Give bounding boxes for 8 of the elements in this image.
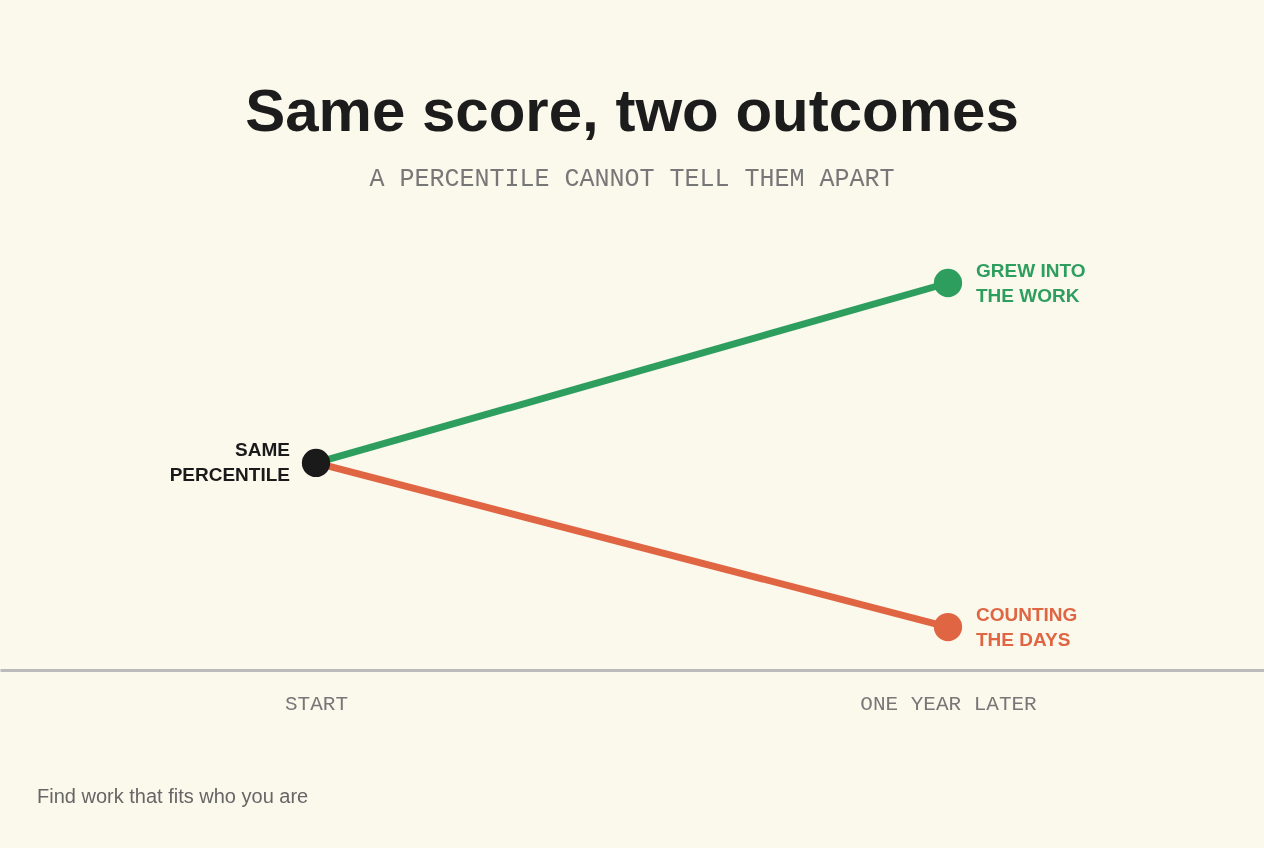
series-label: GREW INTO THE WORK xyxy=(976,259,1086,306)
annotation: SAME PERCENTILE xyxy=(169,439,290,486)
chart-title: Same score, two outcomes xyxy=(245,76,1019,144)
x-tick-label: START xyxy=(284,692,349,716)
series-label: COUNTING THE DAYS xyxy=(976,603,1078,650)
chart-subtitle: A PERCENTILE CANNOT TELL THEM APART xyxy=(369,164,895,194)
text: Find work that fits who you are xyxy=(37,785,309,807)
x-tick-label: ONE YEAR LATER xyxy=(860,692,1038,716)
